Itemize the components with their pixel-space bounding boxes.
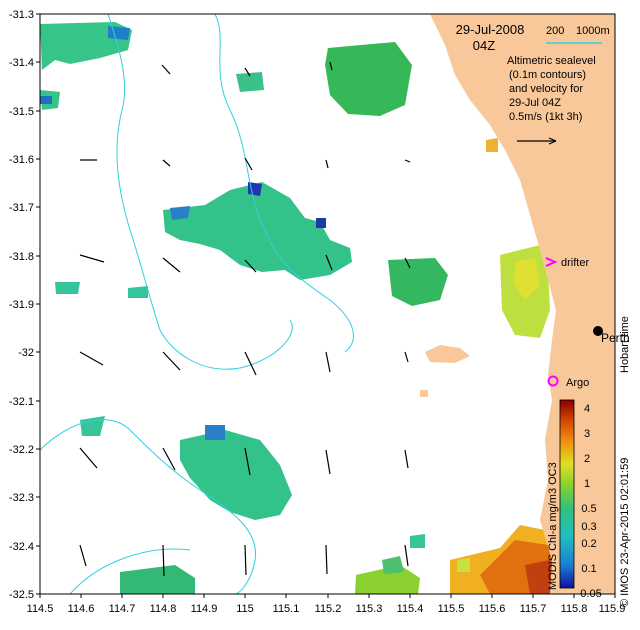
colorbar-tick-label: 0.5 (581, 503, 596, 515)
legend-line: 0.5m/s (1kt 3h) (509, 111, 582, 123)
island (425, 345, 470, 363)
scale-label-1000m: 1000m (576, 25, 610, 37)
y-tick-label: -32.2 (9, 444, 34, 456)
y-tick-label: -32.4 (9, 541, 34, 553)
bathymetry-contours (40, 14, 354, 594)
colorbar (559, 399, 575, 589)
y-tick-label: -31.4 (9, 57, 34, 69)
colorbar-tick-label: 0.1 (581, 563, 596, 575)
y-tick-label: -31.5 (9, 106, 34, 118)
drifter-label: drifter (561, 257, 589, 269)
x-tick-label: 115.4 (397, 603, 424, 615)
colorbar-tick-label: 0.05 (580, 588, 601, 600)
legend-line: and velocity for (509, 83, 583, 95)
legend-line: (0.1m contours) (509, 69, 586, 81)
x-tick-label: 114.7 (109, 603, 136, 615)
y-tick-label: -32 (18, 347, 34, 359)
hobart-time-label: Hobart time (619, 316, 631, 373)
colorbar-tick-label: 1 (584, 478, 590, 490)
colorbar-tick-label: 0.3 (581, 521, 596, 533)
chlorophyll-patches (40, 22, 560, 594)
argo-label: Argo (566, 377, 589, 389)
colorbar-title: MODIS Chl-a mg/m3 OC3 (547, 462, 559, 590)
y-tick-label: -31.3 (9, 9, 34, 21)
drifter-marker-icon (545, 257, 558, 267)
y-axis: -31.3 -31.4 -31.5 -31.6 -31.7 -31.8 -31.… (9, 9, 40, 601)
y-tick-label: -32.3 (9, 492, 34, 504)
scale-label-200: 200 (546, 25, 564, 37)
map-time: 04Z (473, 38, 495, 53)
x-tick-label: 115.8 (561, 603, 588, 615)
colorbar-tick-label: 0.2 (581, 538, 596, 550)
legend-line: Altimetric sealevel (507, 55, 596, 67)
x-tick-label: 114.5 (27, 603, 54, 615)
x-tick-label: 115.7 (520, 603, 547, 615)
y-tick-label: -31.7 (9, 202, 34, 214)
x-axis: 114.5 114.6 114.7 114.8 114.9 115 115.1 … (27, 594, 626, 615)
y-tick-label: -32.5 (9, 589, 34, 601)
colorbar-tick-label: 2 (584, 453, 590, 465)
argo-marker-icon (547, 375, 559, 387)
x-tick-label: 115.1 (273, 603, 300, 615)
credit-text: © IMOS 23-Apr-2015 02:01:59 (619, 458, 631, 607)
x-tick-label: 114.8 (150, 603, 177, 615)
y-tick-label: -31.8 (9, 251, 34, 263)
colorbar-ticks: 4 3 2 1 0.5 0.3 0.2 0.1 0.05 (580, 403, 601, 600)
x-tick-label: 115.6 (479, 603, 506, 615)
legend-line: 29-Jul 04Z (509, 97, 561, 109)
y-tick-label: -32.1 (9, 396, 34, 408)
x-tick-label: 115.9 (599, 603, 626, 615)
y-tick-label: -31.9 (9, 299, 34, 311)
map-date: 29-Jul-2008 (456, 22, 525, 37)
x-tick-label: 114.6 (68, 603, 95, 615)
x-tick-label: 115.3 (356, 603, 383, 615)
colorbar-tick-label: 4 (584, 403, 590, 415)
x-tick-label: 114.9 (191, 603, 218, 615)
velocity-arrows (79, 61, 411, 577)
colorbar-tick-label: 3 (584, 428, 590, 440)
x-tick-label: 115 (236, 603, 254, 615)
x-tick-label: 115.5 (438, 603, 465, 615)
y-tick-label: -31.6 (9, 154, 34, 166)
x-tick-label: 115.2 (315, 603, 342, 615)
perth-label: Perth (601, 331, 630, 345)
velocity-legend: Altimetric sealevel (0.1m contours) and … (507, 55, 596, 145)
perth-marker-icon (593, 326, 603, 336)
